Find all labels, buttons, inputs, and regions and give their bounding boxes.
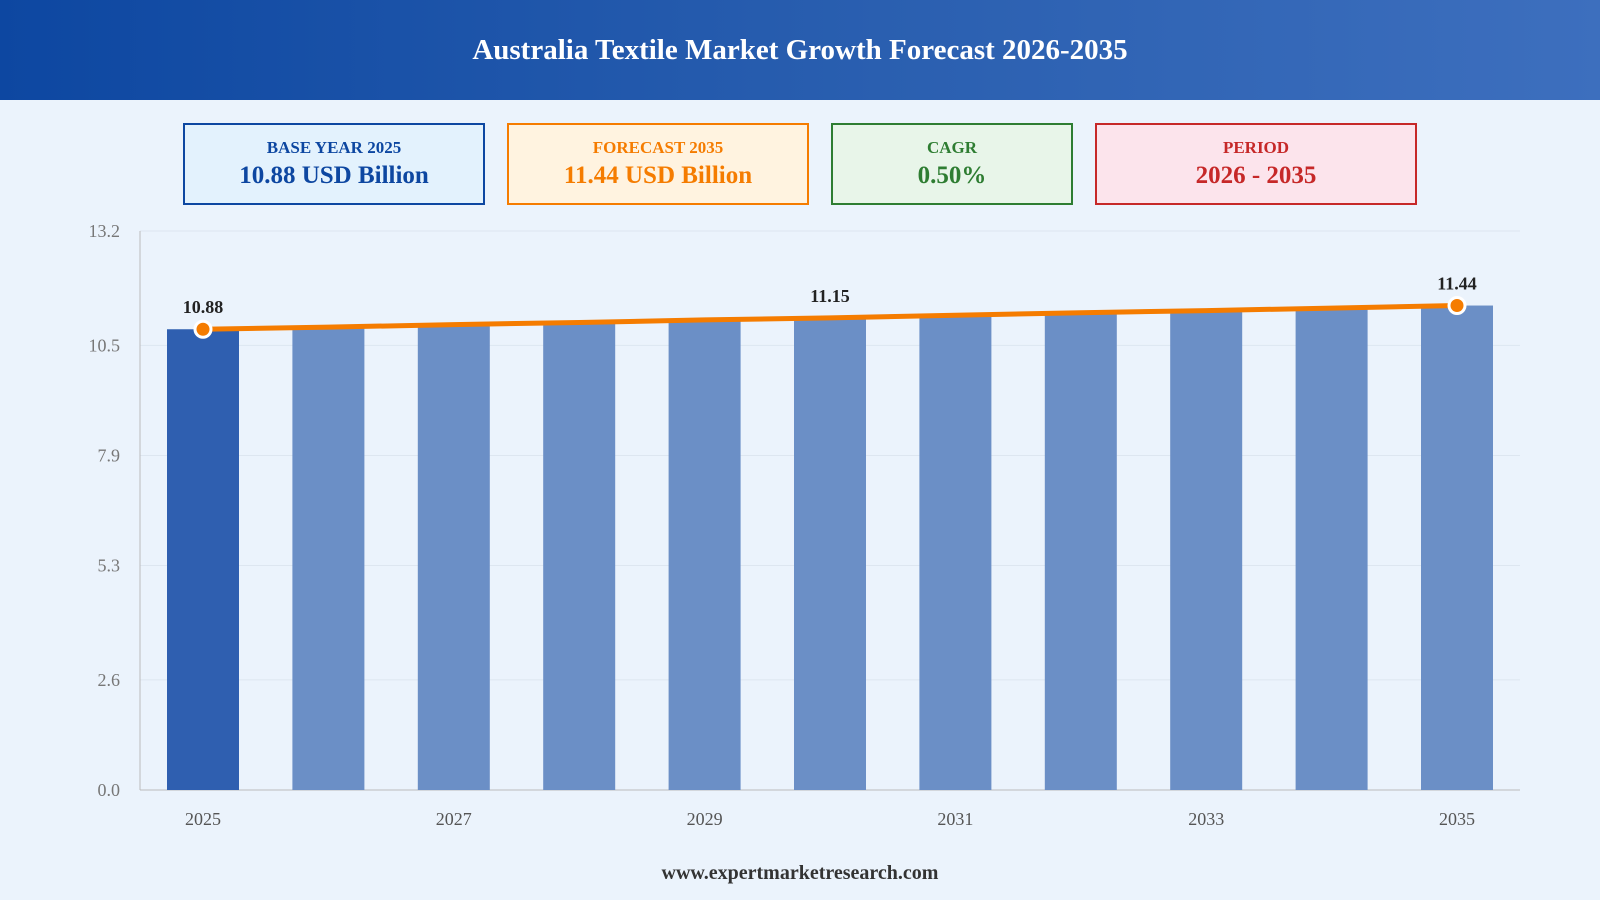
y-tick-label: 5.3 bbox=[98, 556, 121, 576]
bar bbox=[794, 317, 866, 790]
forecast-label: FORECAST 2035 bbox=[592, 138, 724, 157]
header-banner: Australia Textile Market Growth Forecast… bbox=[0, 0, 1600, 100]
data-label: 11.15 bbox=[810, 286, 850, 306]
y-tick-label: 10.5 bbox=[89, 335, 121, 355]
bar bbox=[919, 315, 992, 790]
trend-line bbox=[200, 303, 1460, 332]
bar bbox=[1044, 312, 1117, 790]
base-year-value: 10.88 USD Billion bbox=[239, 162, 429, 189]
bar bbox=[1295, 308, 1368, 790]
base-year-label: BASE YEAR 2025 bbox=[266, 138, 402, 157]
cagr-value: 0.50% bbox=[917, 162, 987, 189]
cagr-label: CAGR bbox=[926, 138, 978, 157]
bar bbox=[292, 327, 365, 790]
footer-url: www.expertmarketresearch.com bbox=[661, 862, 939, 884]
bar bbox=[668, 319, 741, 790]
x-tick-label: 2031 bbox=[937, 809, 973, 829]
trend-marker bbox=[1447, 296, 1467, 316]
bar bbox=[417, 324, 490, 790]
x-tick-label: 2027 bbox=[436, 809, 472, 829]
y-tick-label: 2.6 bbox=[98, 670, 121, 690]
data-label: 10.88 bbox=[183, 297, 224, 317]
bar bbox=[543, 322, 616, 790]
period-label: PERIOD bbox=[1222, 138, 1290, 157]
data-label: 11.44 bbox=[1437, 274, 1477, 294]
x-tick-label: 2035 bbox=[1439, 809, 1475, 829]
period-card: PERIOD 2026 - 2035 bbox=[1095, 123, 1417, 205]
bar bbox=[167, 329, 239, 790]
forecast-card: FORECAST 2035 11.44 USD Billion bbox=[507, 123, 809, 205]
x-tick-label: 2033 bbox=[1188, 809, 1224, 829]
page-title: Australia Textile Market Growth Forecast… bbox=[472, 33, 1128, 66]
bar bbox=[1421, 305, 1493, 790]
bar bbox=[1170, 310, 1243, 790]
x-tick-label: 2025 bbox=[185, 809, 221, 829]
period-value: 2026 - 2035 bbox=[1195, 162, 1317, 189]
x-tick-label: 2029 bbox=[687, 809, 723, 829]
base-year-card: BASE YEAR 2025 10.88 USD Billion bbox=[183, 123, 485, 205]
cagr-card: CAGR 0.50% bbox=[831, 123, 1073, 205]
trend-marker bbox=[193, 319, 213, 339]
y-tick-label: 13.2 bbox=[89, 221, 121, 241]
y-tick-label: 7.9 bbox=[98, 445, 121, 465]
y-tick-label: 0.0 bbox=[98, 780, 121, 800]
forecast-value: 11.44 USD Billion bbox=[563, 162, 753, 189]
